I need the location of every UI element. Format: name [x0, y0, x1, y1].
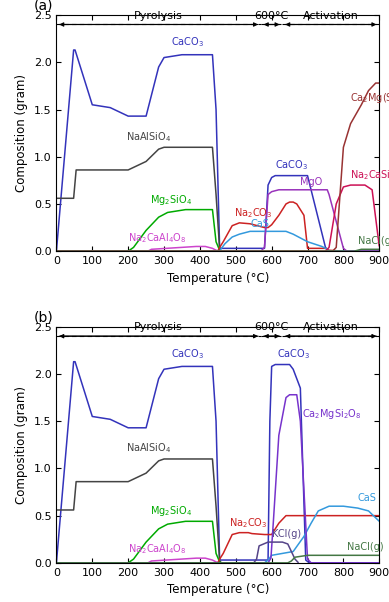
Text: NaAlSiO$_4$: NaAlSiO$_4$ [126, 129, 172, 143]
Text: NaCl(g): NaCl(g) [347, 542, 384, 553]
Text: Na$_2$CO$_3$: Na$_2$CO$_3$ [229, 516, 267, 530]
X-axis label: Temperature (°C): Temperature (°C) [166, 272, 269, 285]
Text: MgO: MgO [300, 177, 322, 187]
Text: Pyrolysis: Pyrolysis [134, 323, 183, 332]
Text: Ca$_2$Mg(SiO$_4$)$_4$: Ca$_2$Mg(SiO$_4$)$_4$ [350, 91, 389, 105]
Text: 600°C: 600°C [254, 323, 289, 332]
Text: CaCO$_3$: CaCO$_3$ [171, 347, 204, 361]
Text: Pyrolysis: Pyrolysis [134, 11, 183, 20]
Text: CaCO$_3$: CaCO$_3$ [275, 158, 308, 172]
Y-axis label: Composition (gram): Composition (gram) [15, 386, 28, 504]
Text: NaAlSiO$_4$: NaAlSiO$_4$ [126, 441, 172, 455]
Text: KCl(g): KCl(g) [272, 529, 301, 539]
Text: (b): (b) [34, 311, 54, 324]
Y-axis label: Composition (gram): Composition (gram) [15, 74, 28, 192]
Text: Mg$_2$SiO$_4$: Mg$_2$SiO$_4$ [151, 193, 193, 207]
X-axis label: Temperature (°C): Temperature (°C) [166, 583, 269, 597]
Text: 600°C: 600°C [254, 11, 289, 20]
Text: NaCl(g): NaCl(g) [358, 237, 389, 246]
Text: Activation: Activation [303, 11, 359, 20]
Text: CaS: CaS [357, 494, 376, 503]
Text: Activation: Activation [303, 323, 359, 332]
Text: Na$_2$CaAl$_4$O$_8$: Na$_2$CaAl$_4$O$_8$ [128, 542, 187, 556]
Text: Ca$_2$MgSi$_2$O$_8$: Ca$_2$MgSi$_2$O$_8$ [302, 407, 361, 421]
Text: CaS: CaS [250, 220, 269, 229]
Text: Na$_2$CaSiO$_4$: Na$_2$CaSiO$_4$ [350, 169, 389, 182]
Text: (a): (a) [34, 0, 53, 13]
Text: Mg$_2$SiO$_4$: Mg$_2$SiO$_4$ [151, 504, 193, 518]
Text: CaCO$_3$: CaCO$_3$ [277, 347, 310, 361]
Text: Na$_2$CaAl$_4$O$_8$: Na$_2$CaAl$_4$O$_8$ [128, 231, 187, 244]
Text: Na$_2$CO$_3$: Na$_2$CO$_3$ [234, 206, 272, 220]
Text: CaCO$_3$: CaCO$_3$ [171, 36, 204, 49]
